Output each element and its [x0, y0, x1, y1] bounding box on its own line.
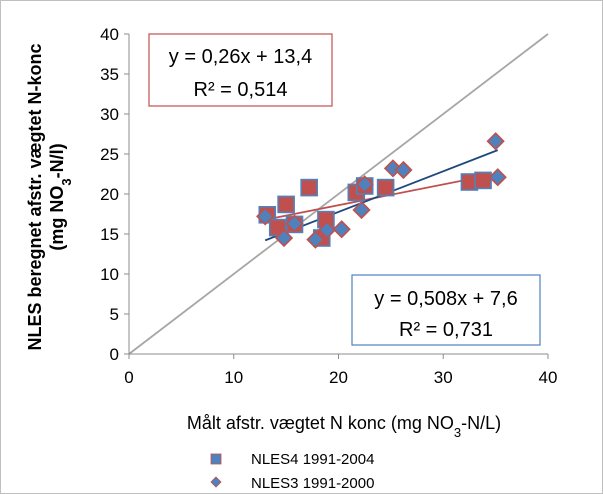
y-axis-title-line1: NLES beregnet afstr. vægtet N-konc	[25, 43, 45, 350]
legend-item-nles4: NLES4 1991-2004	[210, 451, 374, 468]
x-tick-label: 10	[224, 368, 243, 387]
legend-square-marker	[210, 453, 222, 465]
x-tick-label: 30	[434, 368, 453, 387]
point-diamond-nles3	[488, 168, 507, 187]
point-diamond-nles3	[355, 175, 374, 194]
x-tick-label: 0	[124, 368, 133, 387]
equation-nles4-line2: R² = 0,514	[194, 79, 288, 101]
point-square-nles4	[277, 195, 295, 214]
y-tick-label: 35	[100, 65, 119, 84]
point-square-nles4	[376, 178, 395, 197]
points-layer	[256, 132, 507, 249]
y-tick-label: 10	[100, 265, 119, 284]
y-tick-label: 0	[110, 345, 119, 364]
point-diamond-nles3	[486, 132, 505, 151]
point-square-nles4	[300, 178, 318, 197]
equation-nles3-line2: R² = 0,731	[399, 319, 493, 341]
y-tick-label: 30	[100, 105, 119, 124]
point-diamond-nles3	[285, 214, 304, 233]
equation-box-nles3-frame	[351, 274, 541, 346]
legend: NLES4 1991-2004 NLES3 1991-2000	[210, 451, 374, 492]
x-axis-title: Målt afstr. vægtet N konc (mg NO3-N/L)	[187, 413, 501, 440]
reference-line-layer	[128, 33, 549, 355]
legend-label-nles3: NLES3 1991-2000	[251, 475, 374, 492]
point-diamond-nles3	[274, 228, 294, 248]
y-tick-label: 5	[110, 305, 119, 324]
x-tick-label: 40	[539, 368, 558, 387]
trendline-red	[264, 172, 498, 221]
reference-line-1-to-1	[128, 33, 549, 355]
y-axis-title-line2: (mg NO3-N/l)	[47, 143, 74, 250]
legend-item-nles3: NLES3 1991-2000	[210, 475, 374, 492]
point-diamond-nles3	[256, 207, 275, 226]
equation-box-nles4: y = 0,26x + 13,4 R² = 0,514	[148, 33, 333, 107]
equation-box-nles4-frame	[148, 33, 333, 107]
point-diamond-nles3	[394, 160, 413, 180]
point-diamond-nles3	[306, 230, 325, 249]
legend-diamond-marker	[210, 476, 222, 488]
equation-nles4-line1: y = 0,26x + 13,4	[169, 46, 312, 68]
y-tick-label: 20	[100, 185, 119, 204]
x-tick-label: 20	[329, 368, 348, 387]
point-diamond-nles3	[352, 200, 371, 220]
point-square-nles4	[474, 171, 492, 190]
point-diamond-nles3	[332, 220, 351, 239]
ticks-layer: 0 5 10 15 20 25 30 35 40 0 10 20 30 40	[100, 25, 557, 387]
y-axis-title: NLES beregnet afstr. vægtet N-konc (mg N…	[25, 43, 74, 350]
y-tick-label: 40	[100, 25, 119, 44]
y-tick-label: 15	[100, 225, 119, 244]
y-tick-label: 25	[100, 145, 119, 164]
legend-label-nles4: NLES4 1991-2004	[251, 451, 374, 468]
point-diamond-nles3	[317, 220, 337, 240]
equation-nles3-line1: y = 0,508x + 7,6	[374, 288, 517, 310]
equation-box-nles3: y = 0,508x + 7,6 R² = 0,731	[351, 274, 541, 346]
